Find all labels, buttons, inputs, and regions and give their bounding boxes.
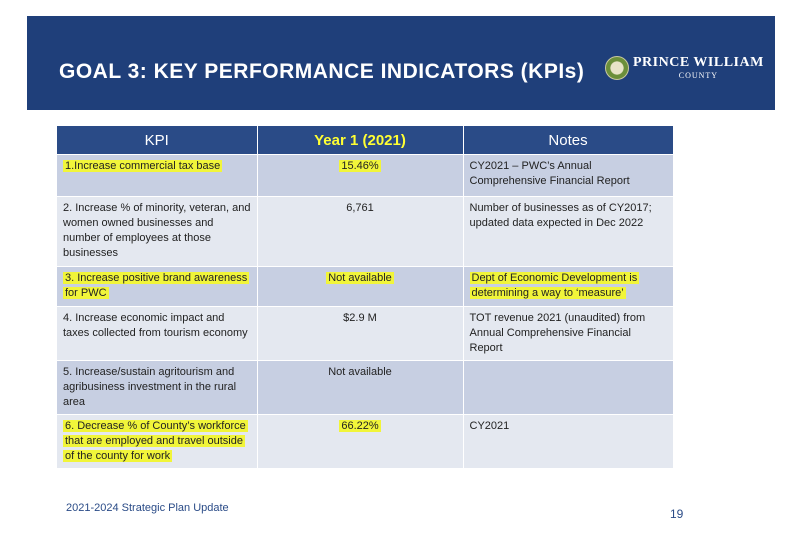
- county-logo: PRINCE WILLIAM COUNTY: [605, 56, 764, 80]
- title-banner: GOAL 3: KEY PERFORMANCE INDICATORS (KPIs…: [27, 16, 775, 110]
- year-value: 15.46%: [339, 160, 381, 172]
- kpi-text: 3. Increase positive brand awareness for…: [63, 272, 250, 299]
- table-row: 1.Increase commercial tax base 15.46% CY…: [57, 154, 674, 197]
- table-header-row: KPI Year 1 (2021) Notes: [57, 126, 674, 155]
- year-value: Not available: [326, 272, 394, 284]
- kpi-cell: 6. Decrease % of County’s workforce that…: [57, 414, 258, 468]
- page-title: GOAL 3: KEY PERFORMANCE INDICATORS (KPIs…: [59, 60, 585, 83]
- notes-text: Dept of Economic Development is determin…: [469, 272, 640, 299]
- kpi-cell: 2. Increase % of minority, veteran, and …: [57, 196, 258, 267]
- table-row: 5. Increase/sustain agritourism and agri…: [57, 360, 674, 415]
- page-number: 19: [670, 507, 684, 521]
- kpi-cell: 3. Increase positive brand awareness for…: [57, 266, 258, 307]
- header-notes: Notes: [463, 126, 674, 155]
- notes-cell: TOT revenue 2021 (unaudited) from Annual…: [463, 306, 674, 361]
- logo-subtitle: COUNTY: [678, 71, 719, 80]
- table-row: 4. Increase economic impact and taxes co…: [57, 306, 674, 361]
- kpi-cell: 4. Increase economic impact and taxes co…: [57, 306, 258, 361]
- footer-text: 2021-2024 Strategic Plan Update: [66, 502, 229, 514]
- table-row: 3. Increase positive brand awareness for…: [57, 266, 674, 307]
- year-cell: $2.9 M: [257, 306, 464, 361]
- year-value: 66.22%: [339, 420, 381, 432]
- notes-cell: Dept of Economic Development is determin…: [463, 266, 674, 307]
- county-seal-icon: [605, 56, 629, 80]
- kpi-cell: 5. Increase/sustain agritourism and agri…: [57, 360, 258, 415]
- notes-cell: CY2021: [463, 414, 674, 468]
- header-year: Year 1 (2021): [257, 126, 464, 155]
- year-cell: 66.22%: [257, 414, 464, 468]
- kpi-text: 1.Increase commercial tax base: [63, 160, 223, 172]
- notes-cell: CY2021 – PWC’s Annual Comprehensive Fina…: [463, 154, 674, 197]
- year-cell: Not available: [257, 266, 464, 307]
- header-kpi: KPI: [57, 126, 258, 155]
- notes-cell: Number of businesses as of CY2017; updat…: [463, 196, 674, 267]
- logo-name: PRINCE WILLIAM: [633, 55, 764, 70]
- year-cell: Not available: [257, 360, 464, 415]
- table-row: 2. Increase % of minority, veteran, and …: [57, 196, 674, 267]
- table-row: 6. Decrease % of County’s workforce that…: [57, 414, 674, 468]
- notes-cell: [463, 360, 674, 415]
- kpi-text: 6. Decrease % of County’s workforce that…: [63, 420, 248, 462]
- kpi-cell: 1.Increase commercial tax base: [57, 154, 258, 197]
- year-cell: 6,761: [257, 196, 464, 267]
- kpi-table: KPI Year 1 (2021) Notes 1.Increase comme…: [57, 126, 674, 468]
- year-cell: 15.46%: [257, 154, 464, 197]
